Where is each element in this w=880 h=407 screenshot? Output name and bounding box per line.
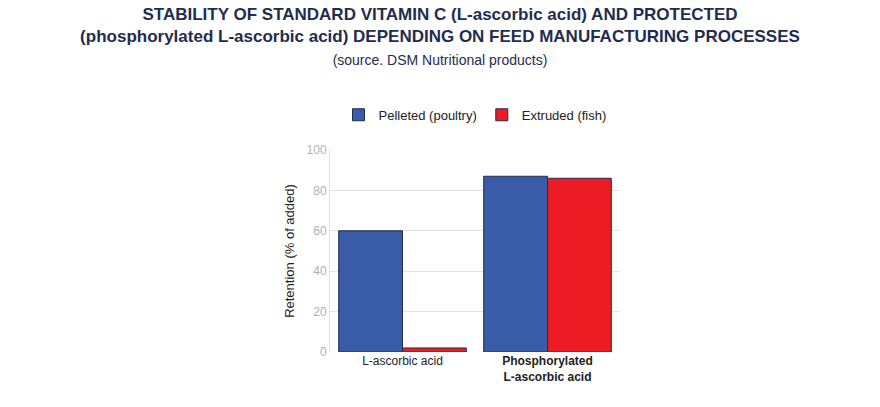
svg-text:Pelleted (poultry): Pelleted (poultry) <box>379 108 477 123</box>
svg-text:20: 20 <box>313 305 327 319</box>
svg-text:Retention (% of added): Retention (% of added) <box>282 184 297 318</box>
svg-text:0: 0 <box>320 345 327 359</box>
svg-text:100: 100 <box>307 143 327 157</box>
svg-text:STABILITY OF STANDARD VITAMIN: STABILITY OF STANDARD VITAMIN C (L-ascor… <box>80 5 800 67</box>
svg-text:L-ascorbic acid: L-ascorbic acid <box>362 354 443 368</box>
svg-text:60: 60 <box>313 224 327 238</box>
svg-text:80: 80 <box>313 184 327 198</box>
svg-text:PhosphorylatedL-ascorbic acid: PhosphorylatedL-ascorbic acid <box>502 354 593 384</box>
svg-text:40: 40 <box>313 264 327 278</box>
svg-text:Extruded (fish): Extruded (fish) <box>522 108 607 123</box>
